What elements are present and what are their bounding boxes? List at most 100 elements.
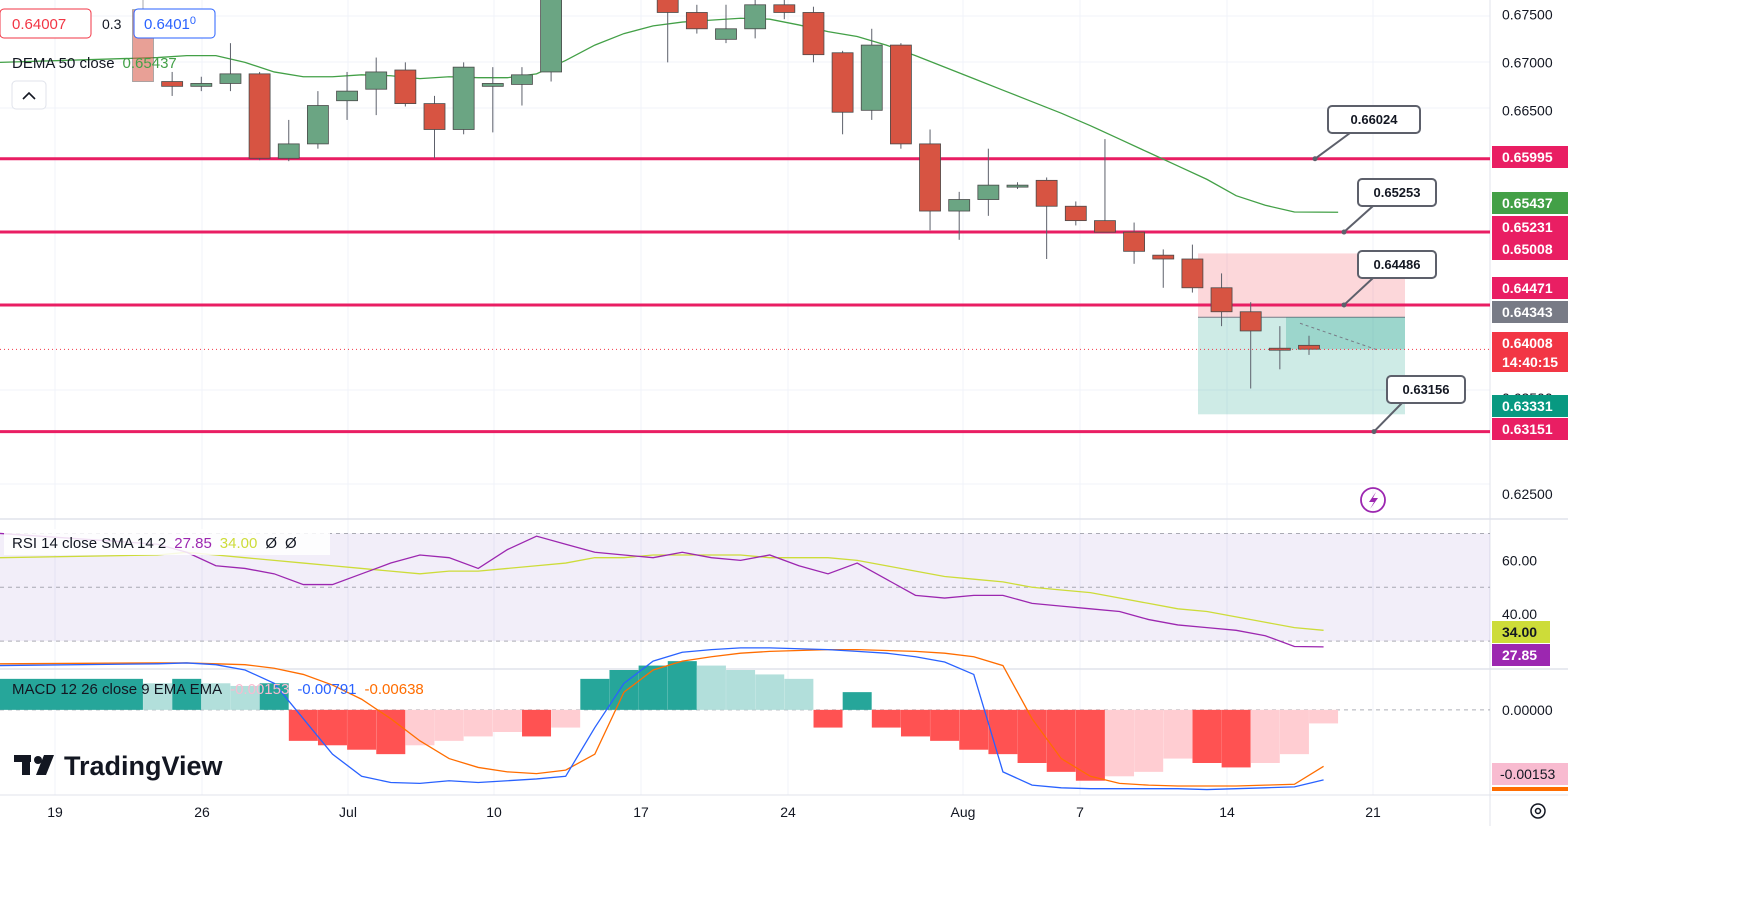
macd-histogram-bar [1192,709,1222,763]
macd-histogram-bar [842,692,872,710]
candle-body [1181,258,1204,289]
candle [306,91,329,149]
candles [132,0,1320,389]
candle [452,62,475,135]
time-axis-label: Jul [339,804,357,820]
tradingview-logo[interactable]: TradingView [14,751,224,781]
callout-pointer [1314,132,1351,160]
price-axis-tag[interactable]: 0.65231 [1492,216,1568,238]
lightning-icon[interactable] [1360,487,1386,513]
candle [831,50,854,135]
macd-histogram-bar [492,709,522,732]
macd-histogram-bar [1309,709,1339,724]
horizontal-levels[interactable] [0,157,1490,434]
chevron-up-icon [22,91,36,100]
price-callout[interactable]: 0.63156 [1371,375,1466,435]
candle [481,67,504,133]
candle [1006,182,1029,189]
candle-body [977,184,1000,200]
dema-legend[interactable]: DEMA 50 close 0.65437 [12,55,177,72]
macd-histogram-bar [201,683,231,710]
grid [0,0,1568,826]
collapse-legend-button[interactable] [11,80,47,110]
candle-body [423,103,446,130]
callout-anchor [1371,429,1377,435]
long-position-tool[interactable] [1198,253,1405,415]
rsi-axis-tick: 40.00 [1502,606,1537,622]
rsi-tag-label: 27.85 [1502,647,1537,663]
macd-histogram-bar [667,661,697,710]
macd-signal-tag-edge [1492,787,1568,791]
macd-histogram-bar [1134,709,1164,772]
price-axis[interactable]: 0.675000.670000.665000.635000.625000.659… [1492,6,1568,502]
macd-histogram-bar [317,709,347,746]
macd-pane [0,647,1490,791]
candle [773,0,796,20]
macd-histogram-bar [988,709,1018,755]
bid-price[interactable]: 0.64007 [12,16,66,33]
candle-body [948,199,971,212]
price-tag-box [1492,192,1568,214]
price-callout[interactable]: 0.65253 [1341,178,1437,235]
dema-legend-label: DEMA 50 close [12,55,115,72]
price-axis-tick: 0.67500 [1502,6,1553,22]
macd-signal-line [0,648,1324,787]
callout-label: 0.64486 [1374,257,1421,272]
price-axis-tag[interactable]: 0.65008 [1492,238,1568,260]
position-stop-zone[interactable] [1198,317,1405,415]
candle-body [1123,231,1145,252]
candle-body [1239,311,1262,332]
price-axis-tick: 0.67000 [1502,54,1553,70]
price-tag-box [1492,332,1568,372]
price-callout[interactable]: 0.64486 [1341,250,1437,308]
price-axis-tick: 0.66500 [1502,102,1553,118]
price-callouts[interactable]: 0.66024 0.65253 0.64486 0.63156 [1312,105,1466,435]
chart-canvas[interactable]: 0.66024 0.65253 0.64486 0.63156 0.67500 0.67… [0,0,1568,826]
macd-tag-label: -0.00153 [1500,766,1555,782]
candle-body [1006,184,1029,188]
macd-line [0,647,1324,791]
price-axis-tag[interactable]: 0.63151 [1492,418,1568,440]
candle-body [860,44,883,111]
rsi-legend[interactable]: RSI 14 close SMA 14 2 27.85 34.00 Ø Ø [4,529,330,555]
rsi-tag-label: 34.00 [1502,624,1537,640]
macd-histogram-bar [522,709,552,737]
candle [656,0,679,63]
price-axis-tag[interactable]: 0.64343 [1492,301,1568,323]
bid-box[interactable] [0,8,92,39]
price-axis-tag[interactable]: 0.64008 14:40:15 [1492,332,1568,372]
macd-histogram-bar [463,709,493,737]
price-axis-tag[interactable]: 0.63331 [1492,395,1568,417]
callout-pointer [1373,402,1403,433]
candle-body [1298,344,1320,350]
macd-histogram-bar [1105,709,1135,777]
macd-histogram-bar [959,709,989,750]
header-quote[interactable]: 0.64007 0.3 0.64010 [0,8,216,39]
price-axis-tag[interactable]: 0.65995 [1492,146,1568,168]
settings-gear-icon[interactable] [1530,803,1546,819]
price-tag-box [1492,277,1568,299]
ask-price[interactable]: 0.64010 [144,15,196,33]
time-axis[interactable]: 19 26 Jul 10 17 24 Aug 7 14 21 [47,804,1381,820]
macd-legend[interactable]: MACD 12 26 close 9 EMA EMA -0.00153 -0.007… [12,681,424,698]
macd-histogram-bar [405,709,435,746]
price-tag-box [1492,146,1568,168]
callout-box [1357,250,1437,279]
candle [1181,244,1204,293]
time-axis-label: 19 [47,804,63,820]
rsi-legend-na-2: Ø [285,535,297,552]
price-tag-label: 0.65231 [1502,219,1553,235]
price-axis-tag[interactable]: 0.64471 [1492,277,1568,299]
callout-box [1357,178,1437,207]
price-callout[interactable]: 0.66024 [1312,105,1421,162]
ask-box[interactable] [133,8,216,39]
candle [860,28,883,120]
macd-histogram-bar [1221,709,1251,768]
macd-histogram-bar [871,709,901,728]
candle [1210,273,1233,327]
candle [248,71,271,161]
candle [685,4,708,34]
position-progress [1286,317,1405,350]
price-axis-tag[interactable]: 0.65437 [1492,192,1568,214]
candle-body [1035,179,1058,207]
